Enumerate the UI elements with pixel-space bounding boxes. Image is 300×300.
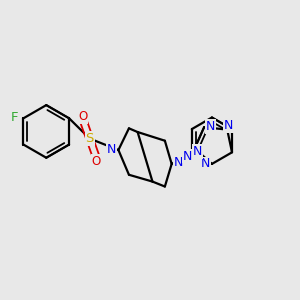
Text: N: N (182, 149, 192, 163)
Text: N: N (107, 142, 116, 156)
Text: O: O (78, 110, 87, 123)
Text: N: N (224, 119, 233, 132)
Text: S: S (85, 132, 94, 145)
Text: N: N (174, 156, 183, 169)
Text: N: N (206, 120, 215, 133)
Text: N: N (201, 158, 210, 170)
Text: N: N (193, 145, 203, 158)
Text: O: O (92, 155, 101, 168)
Text: F: F (11, 111, 19, 124)
